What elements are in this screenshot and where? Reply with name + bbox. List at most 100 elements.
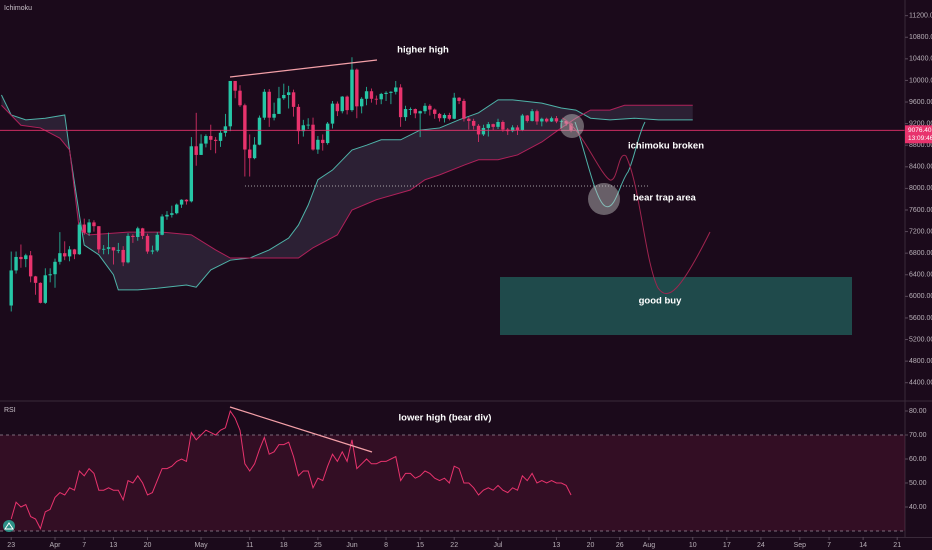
candle-body [248,149,252,159]
candle-body [544,118,549,122]
candle-body [447,114,452,119]
x-tick-label: May [194,542,208,549]
candle-body [252,144,257,159]
projection-line [561,117,711,294]
candle-body [126,235,130,263]
candle-body [179,199,184,205]
annotation: bear trap area [633,193,697,204]
candle-body [418,111,422,114]
candle-body [452,97,456,119]
x-tick-label: 14 [859,542,867,549]
y-tick-label: 4800.00 [909,358,932,365]
candle-body [384,92,388,94]
candle-body [67,249,72,257]
projection-line [574,121,646,208]
last-price-box [905,125,932,144]
y-tick-label: 11200.00 [909,12,932,19]
candle-body [277,98,281,114]
candle-body [535,111,539,122]
candle-body [204,136,208,144]
candle-body [311,124,315,150]
chart-title: Ichimoku [4,5,32,12]
candle-body [325,123,330,144]
candle-body [101,248,106,250]
candle-body [350,69,354,111]
candle-body [559,120,564,122]
candle-body [238,90,242,106]
candle-body [257,117,262,145]
trend-line [229,406,373,453]
rsi-title: RSI [4,407,16,414]
y-tick-label: 70.00 [909,432,927,439]
candle-body [398,87,403,118]
candle-body [106,247,111,249]
x-tick-label: 8 [384,542,388,549]
candle-body [175,204,179,214]
candle-body [155,234,159,251]
candle-body [330,103,335,124]
y-tick-label: 8800.00 [909,142,932,149]
x-tick-label: Aug [643,542,656,549]
annotation: lower high (bear div) [399,413,492,424]
y-tick-label: 8000.00 [909,185,932,192]
candle-body [413,109,417,114]
candle-body [282,95,286,99]
x-tick-label: 25 [314,542,322,549]
y-tick-label: 10800.00 [909,34,932,41]
candle-body [394,87,398,92]
y-tick-label: 7600.00 [909,207,932,214]
x-tick-label: 10 [689,542,697,549]
candle-body [28,255,33,277]
x-tick-label: 15 [416,542,424,549]
countdown-label: 13:09:46 [908,135,932,142]
candle-body [437,113,442,119]
candle-body [554,118,559,122]
candle-body [53,261,57,275]
y-tick-label: 4400.00 [909,380,932,387]
x-tick-label: 18 [280,542,288,549]
candle-body [457,97,461,101]
x-tick-label: 11 [246,542,253,549]
annotation: ichimoku broken [628,141,704,152]
candle-body [199,143,203,155]
candle-body [223,126,228,133]
candle-body [72,249,77,255]
candle-body [442,114,447,119]
y-tick-label: 6800.00 [909,250,932,257]
y-tick-label: 6400.00 [909,272,932,279]
candle-body [340,96,344,112]
candle-body [301,125,305,132]
candle-body [145,235,150,252]
x-tick-label: Apr [50,542,62,549]
candle-body [272,113,276,118]
x-tick-label: 24 [757,542,765,549]
x-tick-label: 20 [144,542,152,549]
x-tick-label: 21 [893,542,901,549]
candle-body [243,105,247,150]
y-tick-label: 7200.00 [909,228,932,235]
candle-body [462,100,466,119]
y-tick-label: 50.00 [909,480,927,487]
candle-body [77,224,82,255]
candle-body [218,132,223,141]
candle-body [467,118,471,121]
candle-body [33,276,38,283]
candle-body [369,91,374,99]
highlight-circle [588,183,620,215]
candle-body [209,136,213,140]
cloud-fill [1,95,693,290]
y-tick-label: 9600.00 [909,99,932,106]
candle-body [335,103,340,112]
candle-body [194,146,198,155]
y-tick-label: 80.00 [909,408,927,415]
logo-mark [4,522,14,530]
candle-body [9,270,13,306]
candle-body [433,109,437,114]
candle-body [540,118,544,122]
last-price-label: 9076.40 [908,127,932,134]
candle-body [189,146,194,202]
candle-body [403,109,408,118]
y-tick-label: 10000.00 [909,77,932,84]
candle-body [140,228,145,236]
candle-body [364,91,369,99]
